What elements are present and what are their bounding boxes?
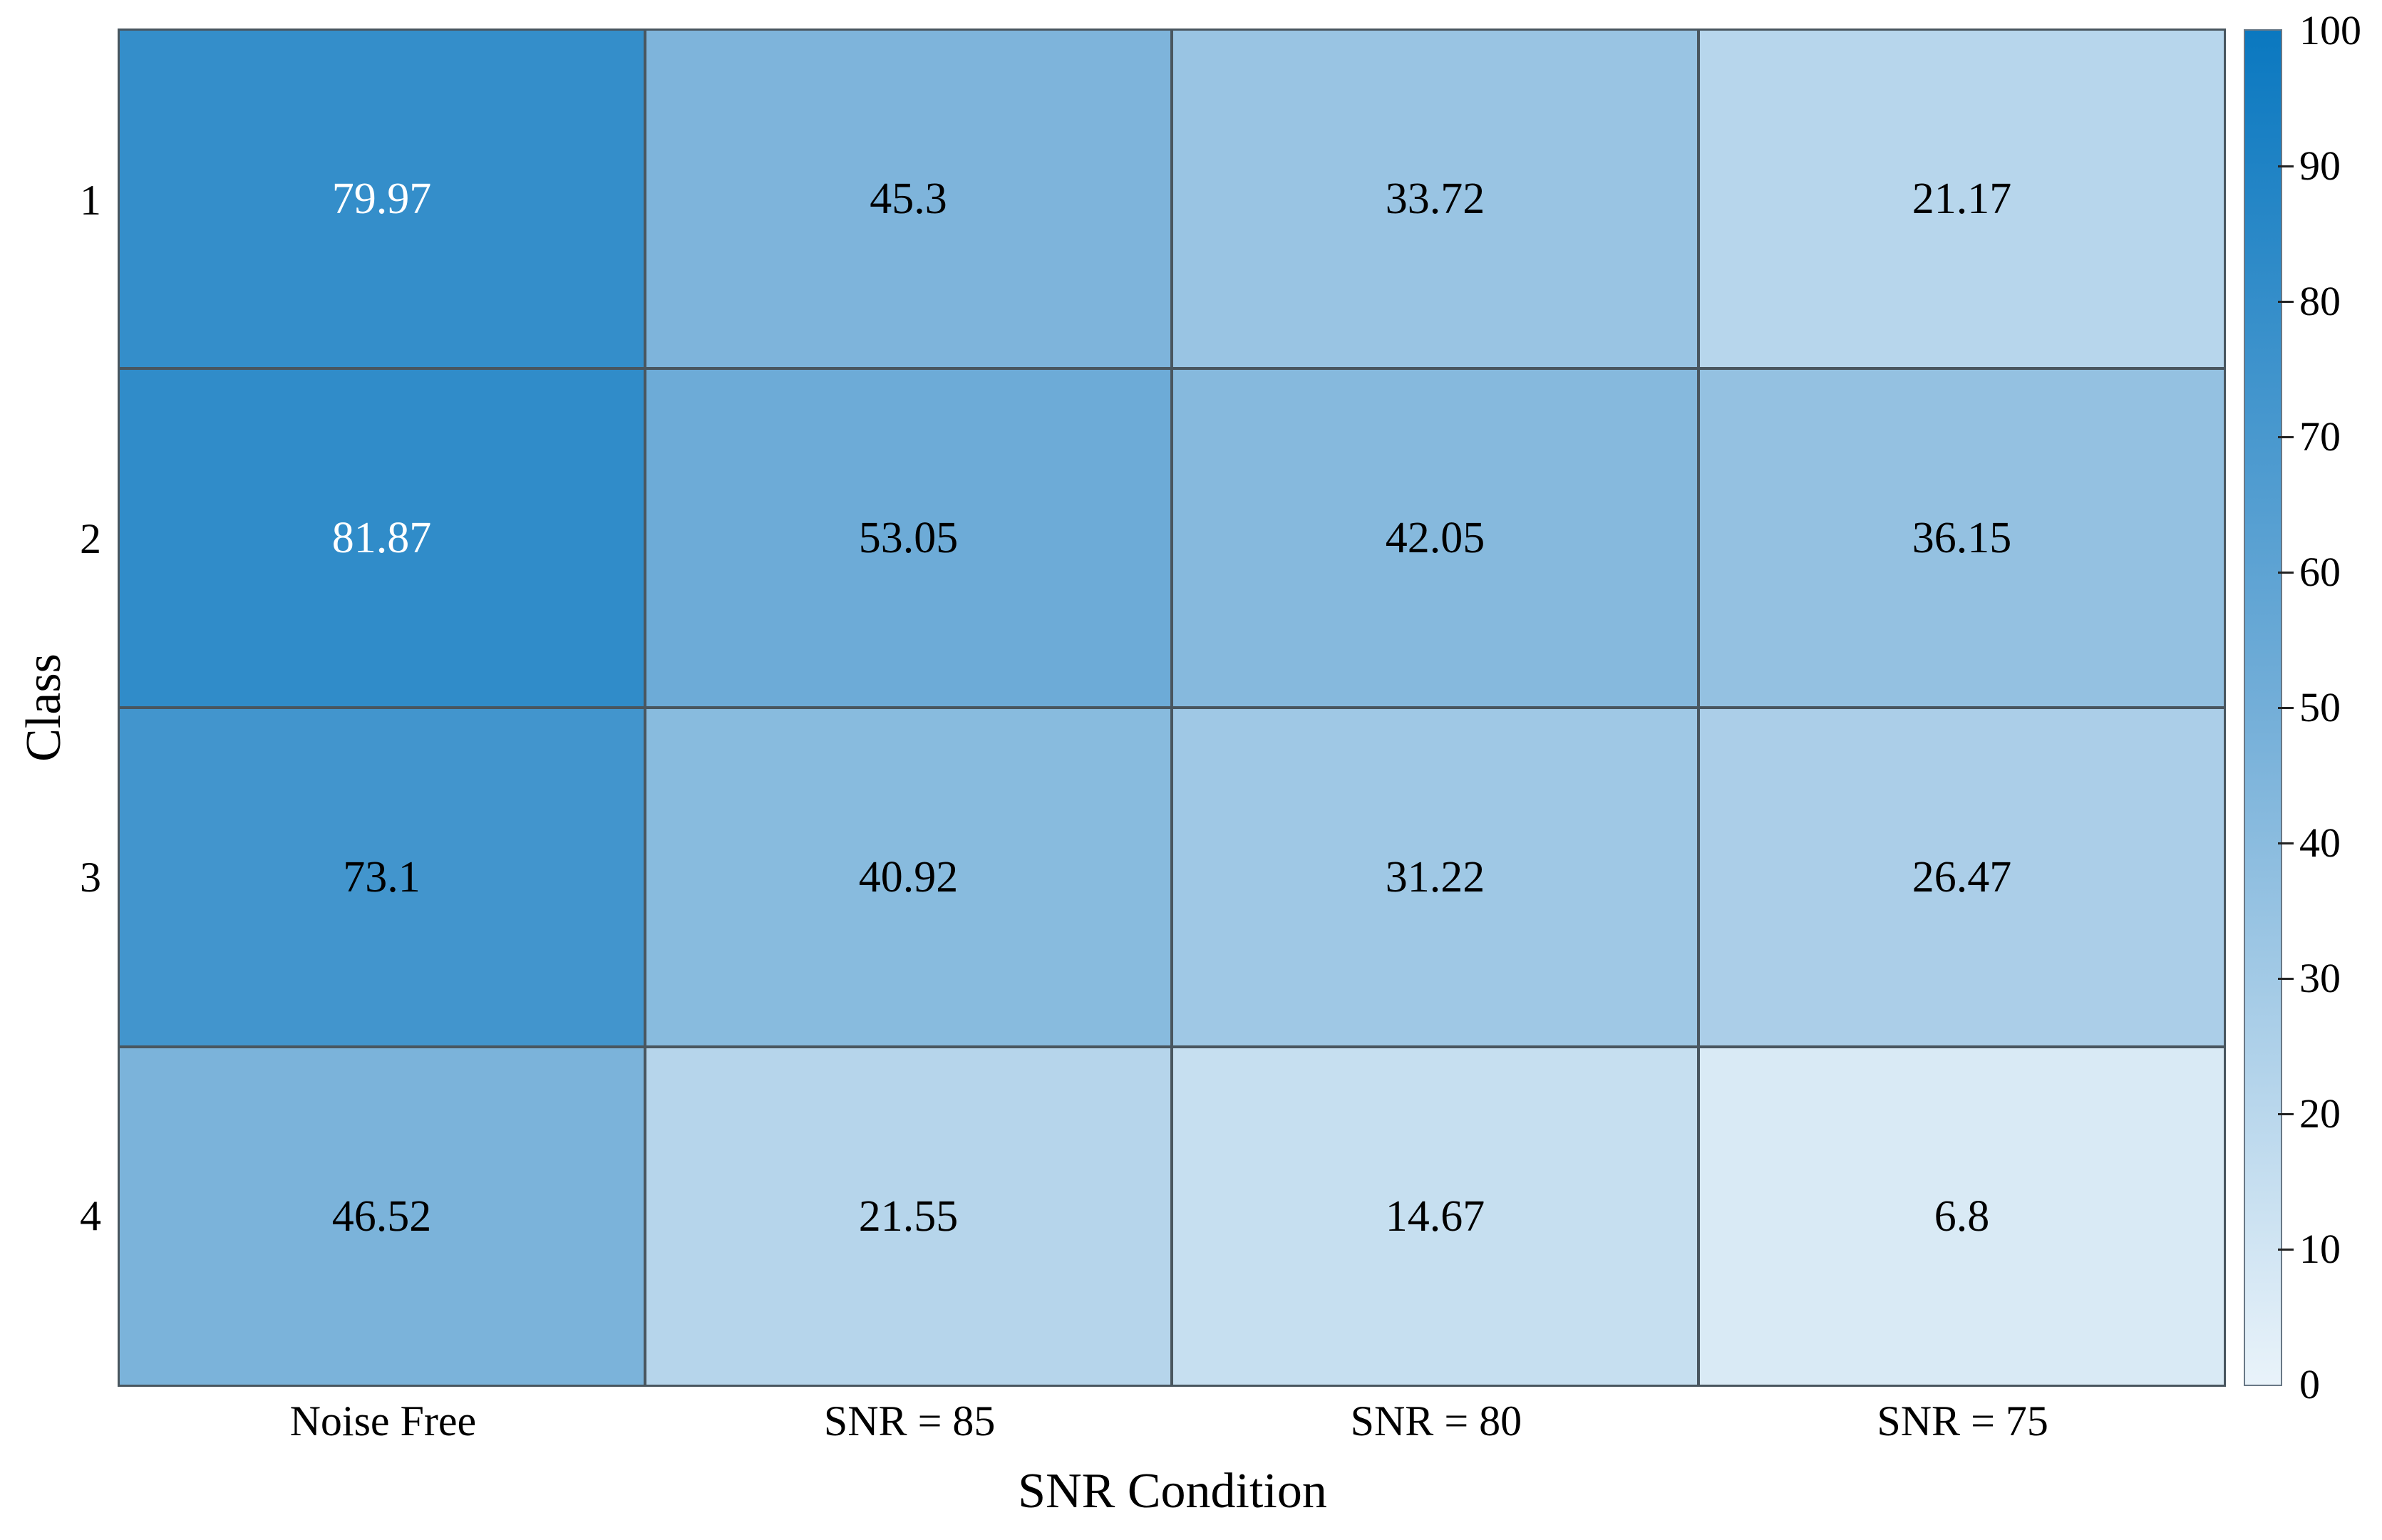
cell-value: 81.87 bbox=[331, 513, 432, 562]
heatmap-cell: 6.8 bbox=[1700, 1048, 2224, 1385]
colorbar-tick bbox=[2278, 300, 2294, 303]
y-axis-title: Class bbox=[16, 653, 71, 762]
colorbar-tick-label: 30 bbox=[2299, 955, 2341, 1001]
x-tick-label: Noise Free bbox=[289, 1397, 477, 1445]
cell-value: 73.1 bbox=[343, 852, 421, 901]
heatmap-cell: 33.72 bbox=[1173, 31, 1697, 367]
colorbar-tick bbox=[2278, 1248, 2294, 1251]
cell-value: 33.72 bbox=[1385, 174, 1485, 223]
cell-value: 79.97 bbox=[331, 174, 432, 223]
heatmap-cell: 40.92 bbox=[646, 709, 1170, 1045]
heatmap-cell: 36.15 bbox=[1700, 370, 2224, 706]
colorbar-tick-label: 90 bbox=[2299, 143, 2341, 189]
colorbar-tick-label: 40 bbox=[2299, 820, 2341, 866]
y-tick-label: 3 bbox=[80, 853, 101, 901]
heatmap-cell: 26.47 bbox=[1700, 709, 2224, 1045]
heatmap-cell: 14.67 bbox=[1173, 1048, 1697, 1385]
colorbar-tick bbox=[2278, 842, 2294, 844]
heatmap-cell: 42.05 bbox=[1173, 370, 1697, 706]
cell-value: 6.8 bbox=[1934, 1192, 1990, 1241]
x-tick-label: SNR = 75 bbox=[1877, 1397, 2048, 1445]
cell-value: 31.22 bbox=[1385, 852, 1485, 901]
x-axis-title: SNR Condition bbox=[1018, 1464, 1327, 1519]
colorbar-tick bbox=[2278, 706, 2294, 709]
colorbar-gradient bbox=[2244, 29, 2282, 1386]
colorbar-tick bbox=[2278, 165, 2294, 167]
colorbar-tick-label: 20 bbox=[2299, 1090, 2341, 1137]
heatmap-cell: 79.97 bbox=[120, 31, 644, 367]
heatmap-cell: 81.87 bbox=[120, 370, 644, 706]
x-tick-label: SNR = 85 bbox=[823, 1397, 996, 1445]
heatmap-cell: 21.17 bbox=[1700, 31, 2224, 367]
cell-value: 14.67 bbox=[1385, 1192, 1485, 1241]
heatmap-cell: 21.55 bbox=[646, 1048, 1170, 1385]
cell-value: 45.3 bbox=[870, 174, 947, 223]
y-tick-label: 4 bbox=[80, 1192, 101, 1239]
heatmap-cell: 46.52 bbox=[120, 1048, 644, 1385]
heatmap-grid: 79.97 45.3 33.72 21.17 81.87 53.05 42.05 36.15 7… bbox=[118, 29, 2226, 1387]
cell-value: 21.55 bbox=[858, 1192, 959, 1241]
cell-value: 42.05 bbox=[1385, 513, 1485, 562]
x-tick-label: SNR = 80 bbox=[1350, 1397, 1522, 1445]
cell-value: 26.47 bbox=[1912, 852, 2012, 901]
cell-value: 46.52 bbox=[331, 1192, 432, 1241]
cell-value: 36.15 bbox=[1912, 513, 2012, 562]
y-tick-label: 1 bbox=[80, 176, 101, 224]
heatmap-cell: 73.1 bbox=[120, 709, 644, 1045]
colorbar-tick-label: 0 bbox=[2299, 1361, 2320, 1407]
colorbar-tick-label: 100 bbox=[2299, 7, 2361, 53]
heatmap-cell: 53.05 bbox=[646, 370, 1170, 706]
colorbar-tick-label: 50 bbox=[2299, 684, 2341, 730]
colorbar-tick bbox=[2278, 1112, 2294, 1115]
colorbar-tick bbox=[2278, 571, 2294, 574]
cell-value: 53.05 bbox=[858, 513, 959, 562]
heatmap-cell: 45.3 bbox=[646, 31, 1170, 367]
colorbar-tick-label: 80 bbox=[2299, 278, 2341, 324]
y-tick-label: 2 bbox=[80, 515, 101, 562]
colorbar-tick bbox=[2278, 435, 2294, 438]
colorbar-tick-label: 10 bbox=[2299, 1226, 2341, 1272]
colorbar-tick-label: 60 bbox=[2299, 549, 2341, 595]
heatmap-cell: 31.22 bbox=[1173, 709, 1697, 1045]
colorbar-tick bbox=[2278, 977, 2294, 980]
colorbar-tick-label: 70 bbox=[2299, 413, 2341, 460]
cell-value: 21.17 bbox=[1912, 174, 2012, 223]
cell-value: 40.92 bbox=[858, 852, 959, 901]
